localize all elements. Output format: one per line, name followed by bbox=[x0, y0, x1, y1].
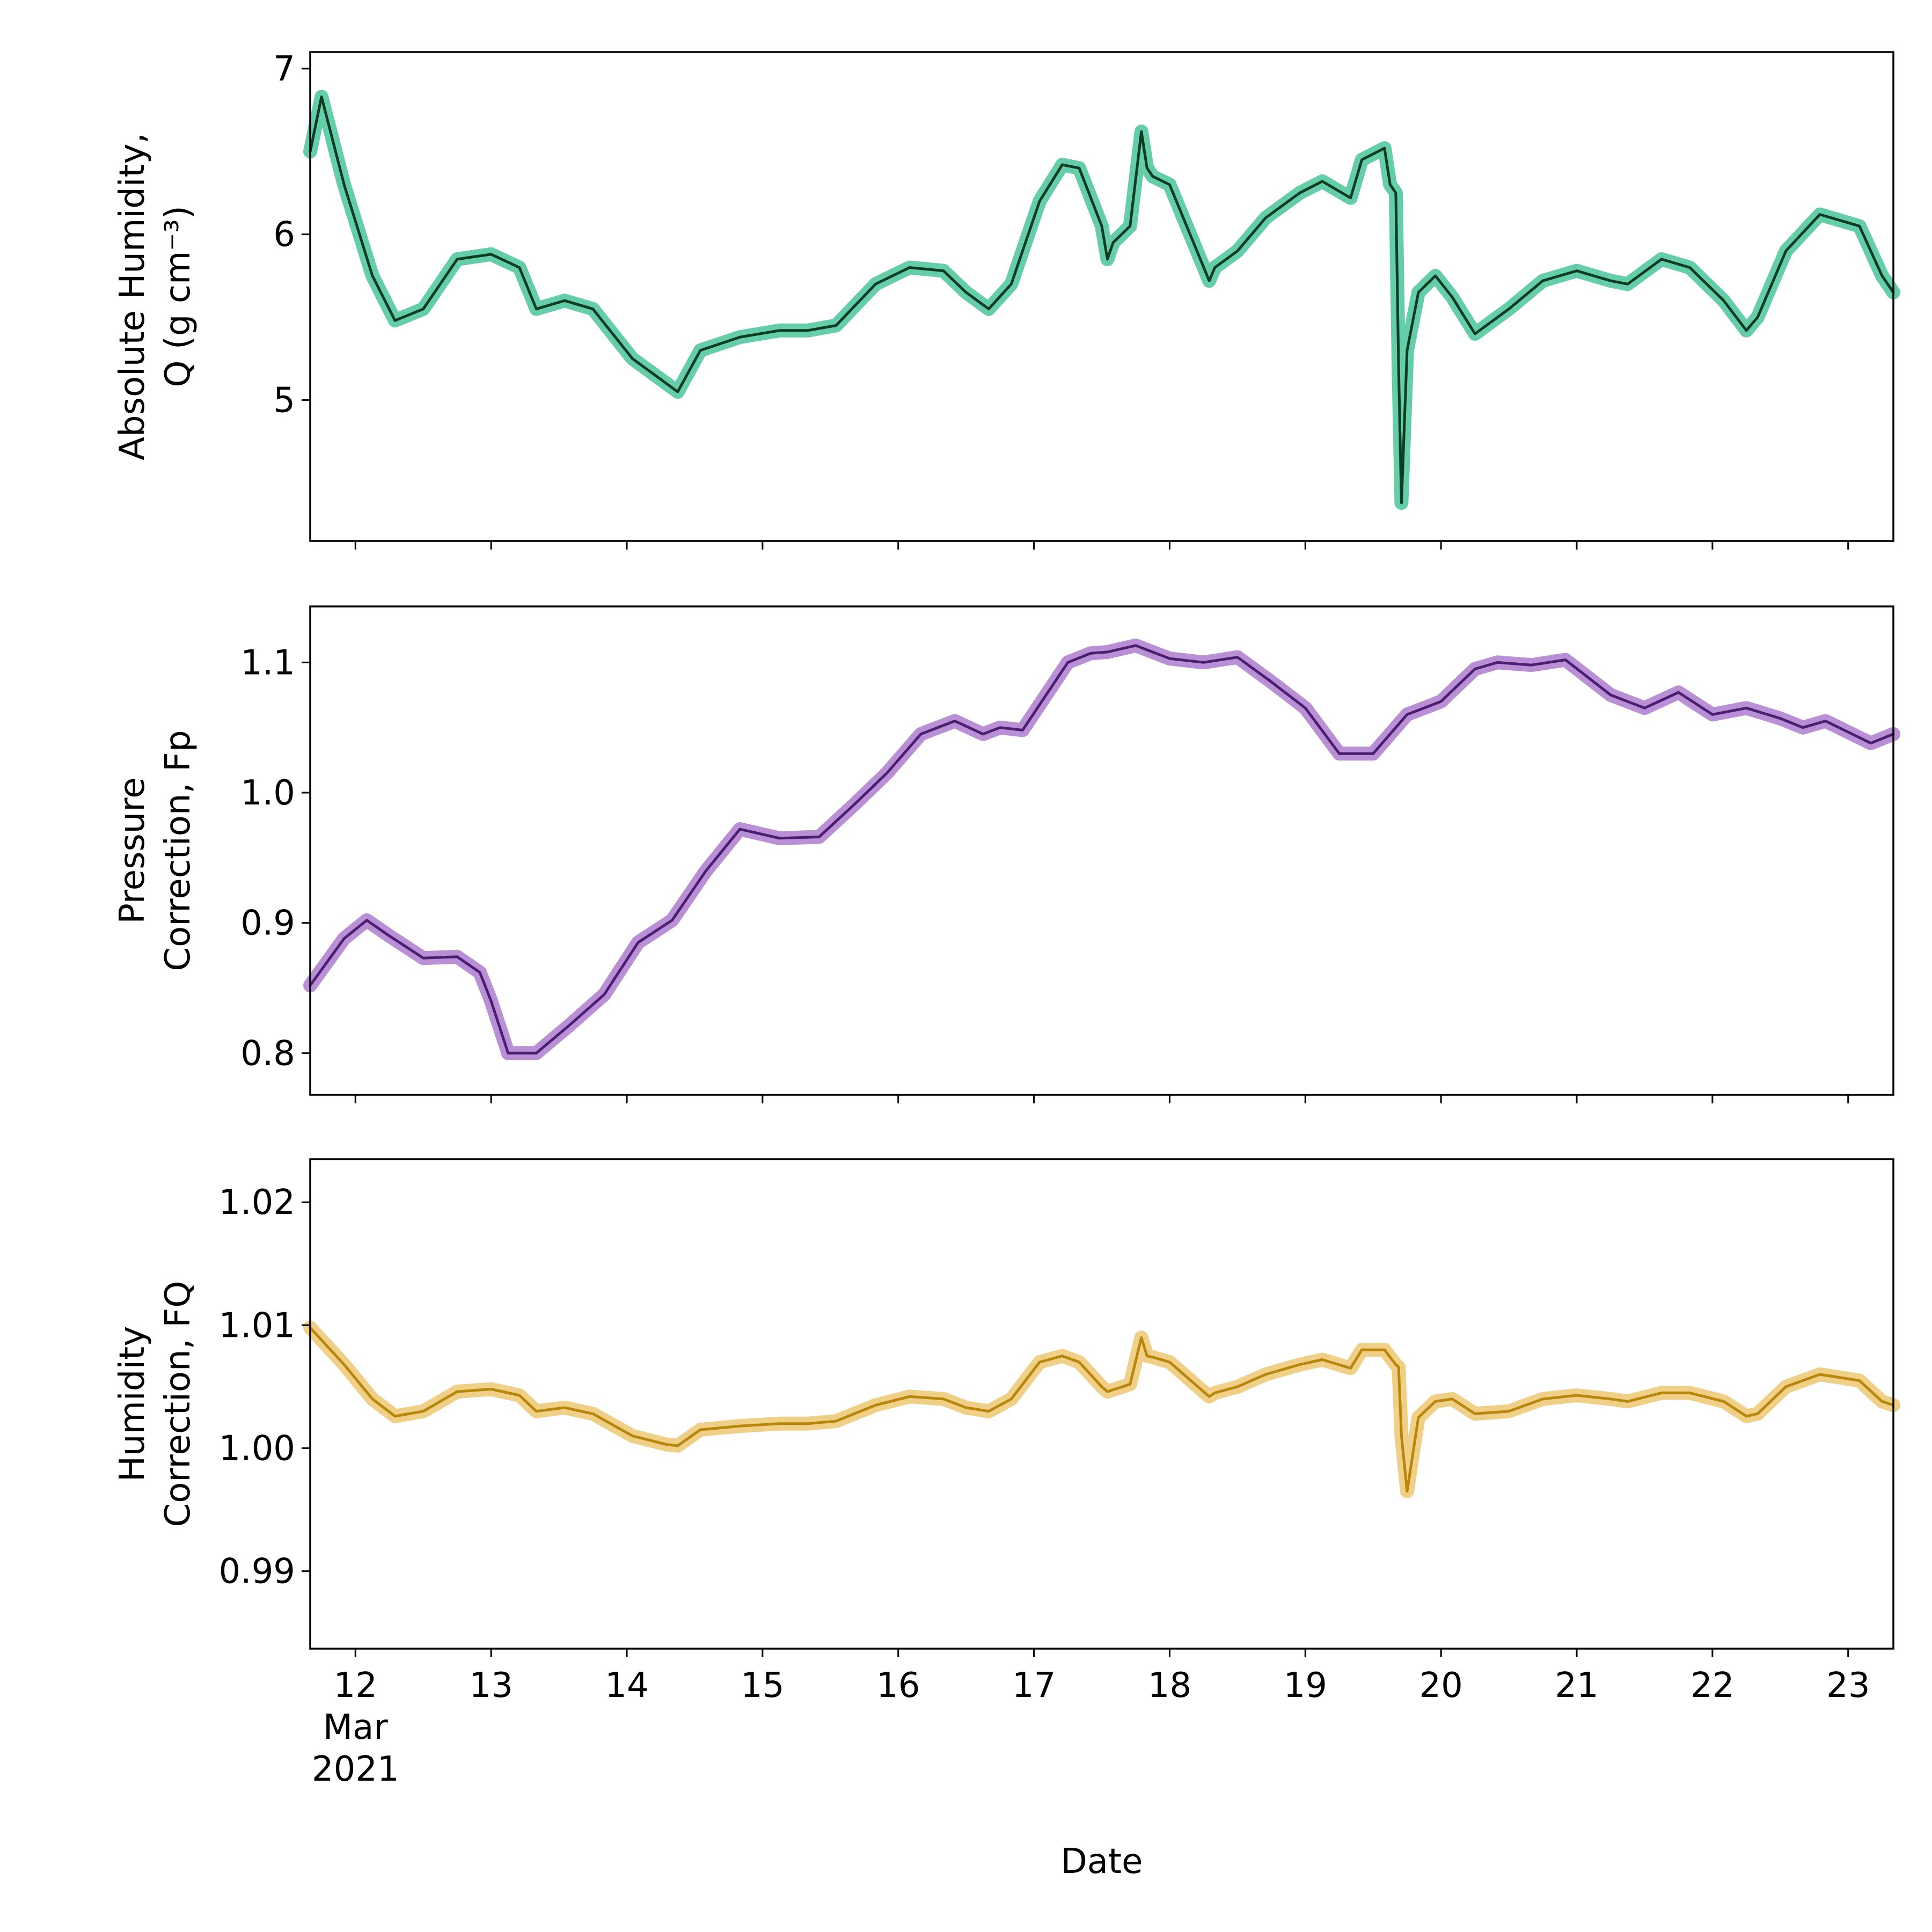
y-tick-label: 1.00 bbox=[219, 1429, 296, 1468]
x-axis-label: Date bbox=[1061, 1842, 1143, 1882]
panel-1: 5 6 7 Absolute Humidity, Q (g cm⁻³) bbox=[113, 49, 1900, 550]
series-line-2 bbox=[309, 644, 1895, 1055]
x-tick-label: 13 bbox=[469, 1666, 513, 1706]
x-tick-label: 12 bbox=[334, 1666, 377, 1706]
y-tick-label: 0.99 bbox=[219, 1552, 296, 1592]
x-tick-label: 18 bbox=[1148, 1666, 1191, 1706]
y-tick-label: 1.01 bbox=[219, 1306, 296, 1345]
axes-frame bbox=[309, 605, 1894, 1096]
x-tick-label: 16 bbox=[876, 1666, 920, 1706]
y-axis-label: Pressure bbox=[113, 777, 152, 924]
axes-frame bbox=[309, 1158, 1894, 1650]
x-tick-label: 20 bbox=[1419, 1666, 1462, 1706]
x-tick-label: 2021 bbox=[312, 1750, 399, 1789]
y-axis-label: Correction, Fp bbox=[158, 730, 198, 971]
x-tick-label: 19 bbox=[1284, 1666, 1327, 1706]
y-tick-label: 0.8 bbox=[240, 1034, 295, 1073]
series-halo-1 bbox=[303, 90, 1900, 510]
y-axis-label: Humidity bbox=[113, 1326, 152, 1482]
y-tick-label: 5 bbox=[273, 381, 295, 421]
x-tick-label: 15 bbox=[741, 1666, 784, 1706]
x-tick-label: 21 bbox=[1555, 1666, 1598, 1706]
panel-2: 0.8 0.9 1.0 1.1 Pressure Correction, Fp bbox=[113, 605, 1900, 1103]
series-line-3 bbox=[309, 1326, 1895, 1493]
x-tick-label: 22 bbox=[1690, 1666, 1734, 1706]
x-tick-label: 23 bbox=[1826, 1666, 1870, 1706]
series-line-1 bbox=[309, 95, 1895, 504]
y-axis-label: Q (g cm⁻³) bbox=[158, 206, 198, 387]
y-tick-label: 6 bbox=[273, 215, 295, 255]
y-tick-label: 0.9 bbox=[240, 904, 295, 943]
x-tick-label: Mar bbox=[323, 1708, 388, 1747]
y-axis-label: Correction, FQ bbox=[158, 1281, 198, 1527]
y-tick-label: 7 bbox=[273, 49, 295, 89]
x-tick-label: 17 bbox=[1012, 1666, 1056, 1706]
y-tick-label: 1.0 bbox=[240, 773, 295, 813]
y-axis-label: Absolute Humidity, bbox=[113, 133, 152, 460]
y-tick-label: 1.1 bbox=[240, 643, 295, 683]
axes-frame bbox=[309, 51, 1894, 542]
y-tick-label: 1.02 bbox=[219, 1183, 296, 1223]
x-tick-label: 14 bbox=[605, 1666, 648, 1706]
series-halo-2 bbox=[303, 638, 1900, 1060]
